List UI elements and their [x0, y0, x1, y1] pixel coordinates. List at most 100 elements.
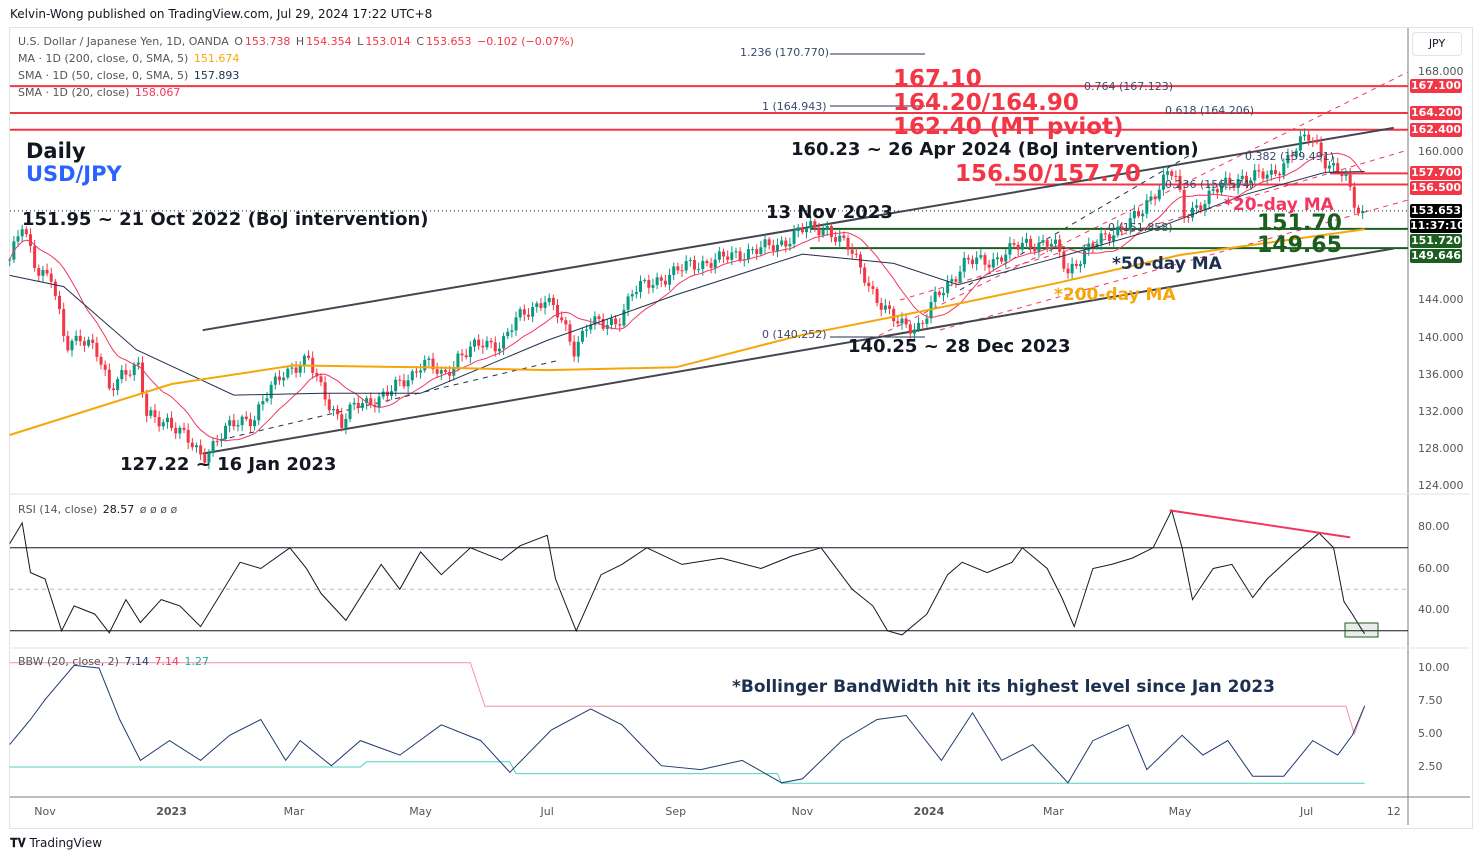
candle-body: [323, 382, 327, 400]
ma50-line: [9, 171, 1365, 396]
rsi-legend[interactable]: RSI (14, close) 28.57 ø ø ø ø: [18, 503, 179, 516]
candle-body: [1116, 226, 1120, 236]
bbw-tick-label: 2.50: [1418, 760, 1443, 773]
candle-body: [971, 259, 975, 265]
candle-body: [224, 425, 228, 440]
candle-body: [1269, 170, 1273, 175]
time-tick-label: Jul: [540, 805, 554, 818]
sma20-legend[interactable]: SMA · 1D (20, close) 158.067: [18, 86, 182, 99]
candle-body: [937, 291, 941, 296]
ma200-legend[interactable]: MA · 1D (200, close, 0, SMA, 5) 151.674: [18, 52, 241, 65]
candle-body: [410, 371, 414, 381]
support-151-label: 151.70: [1257, 211, 1342, 236]
candle-body: [1311, 140, 1315, 142]
candle-body: [543, 302, 547, 308]
candle-body: [975, 257, 979, 265]
candle-body: [352, 402, 356, 405]
candle-body: [551, 297, 555, 305]
candle-body: [439, 370, 443, 374]
rsi-tick-label: 40.00: [1418, 603, 1450, 616]
candle-body: [178, 427, 182, 434]
candle-body: [132, 364, 136, 376]
candle-body: [456, 353, 460, 368]
rsi-oversold-box: [1344, 622, 1379, 638]
bbw-annotation: *Bollinger BandWidth hit its highest lev…: [732, 677, 1275, 697]
bbw-lowest-contraction-line: [9, 761, 1365, 784]
candle-body: [87, 339, 91, 346]
high-label: H: [295, 35, 305, 48]
candle-body: [1294, 150, 1298, 157]
candle-body: [518, 309, 522, 318]
candle-body: [1240, 175, 1244, 180]
candle-body: [1265, 174, 1269, 179]
candle-body: [854, 253, 858, 255]
tradingview-logo[interactable]: 𝐓𝐕 TradingView: [10, 836, 102, 851]
candle-body: [1062, 251, 1066, 269]
time-tick-label: 12: [1386, 805, 1401, 818]
candle-body: [572, 341, 576, 357]
candle-body: [535, 303, 539, 308]
candle-body: [1199, 205, 1203, 211]
candle-body: [1278, 173, 1282, 176]
candle-body: [95, 342, 99, 357]
price-tick-label: 144.000: [1418, 293, 1464, 307]
candle-body: [846, 237, 850, 250]
candle-body: [759, 247, 763, 255]
candle-body: [838, 235, 842, 242]
candle-body: [58, 295, 62, 310]
price-badge: 162.400: [1410, 122, 1462, 137]
candle-body: [145, 393, 149, 416]
candle-body: [340, 414, 344, 428]
sma50-legend[interactable]: SMA · 1D (50, close, 0, SMA, 5) 157.893: [18, 69, 241, 82]
candle-body: [394, 379, 398, 392]
candle-body: [896, 321, 900, 324]
candle-body: [813, 221, 817, 228]
candle-body: [1348, 174, 1352, 187]
candle-body: [149, 410, 153, 416]
candle-body: [70, 340, 74, 351]
candle-body: [28, 234, 32, 247]
candle-body: [207, 453, 211, 463]
candle-body: [688, 260, 692, 262]
candle-body: [655, 277, 659, 286]
candle-body: [265, 398, 269, 402]
candle-body: [800, 227, 804, 233]
candle-body: [33, 246, 37, 268]
fib-1236: 1.236 (170.770): [740, 46, 830, 59]
candle-body: [676, 266, 680, 271]
candle-body: [99, 356, 103, 365]
candle-body: [738, 251, 742, 261]
candle-body: [253, 420, 257, 427]
currency-button[interactable]: JPY: [1412, 32, 1462, 56]
bbw-legend[interactable]: BBW (20, close, 2) 7.14 7.14 1.27: [18, 655, 211, 668]
chart-frame: [9, 27, 1473, 829]
bbw-tick-label: 7.50: [1418, 694, 1443, 707]
candle-body: [1066, 268, 1070, 274]
apr2024-annotation: 160.23 ~ 26 Apr 2024 (BoJ intervention): [791, 139, 1199, 160]
price-badge: 151.720: [1410, 233, 1462, 248]
close-value: 153.653: [426, 35, 472, 48]
candle-body: [647, 280, 651, 288]
candle-body: [522, 309, 526, 315]
candle-body: [672, 266, 676, 275]
open-value: 153.738: [244, 35, 291, 48]
candle-body: [1332, 163, 1336, 166]
candle-body: [1174, 175, 1178, 177]
candle-body: [713, 259, 717, 268]
price-badge: 11:37:10: [1410, 218, 1465, 233]
candle-body: [626, 296, 630, 310]
candle-body: [257, 404, 261, 421]
candle-body: [294, 367, 298, 373]
candle-body: [1012, 243, 1016, 245]
candle-body: [763, 239, 767, 248]
price-tick-label: 128.000: [1418, 441, 1464, 455]
candle-body: [398, 379, 402, 381]
candle-body: [875, 288, 879, 304]
candle-body: [1195, 205, 1199, 208]
candle-body: [443, 370, 447, 373]
candle-body: [730, 252, 734, 260]
price-tick-label: 132.000: [1418, 404, 1464, 418]
candle-body: [564, 320, 568, 325]
